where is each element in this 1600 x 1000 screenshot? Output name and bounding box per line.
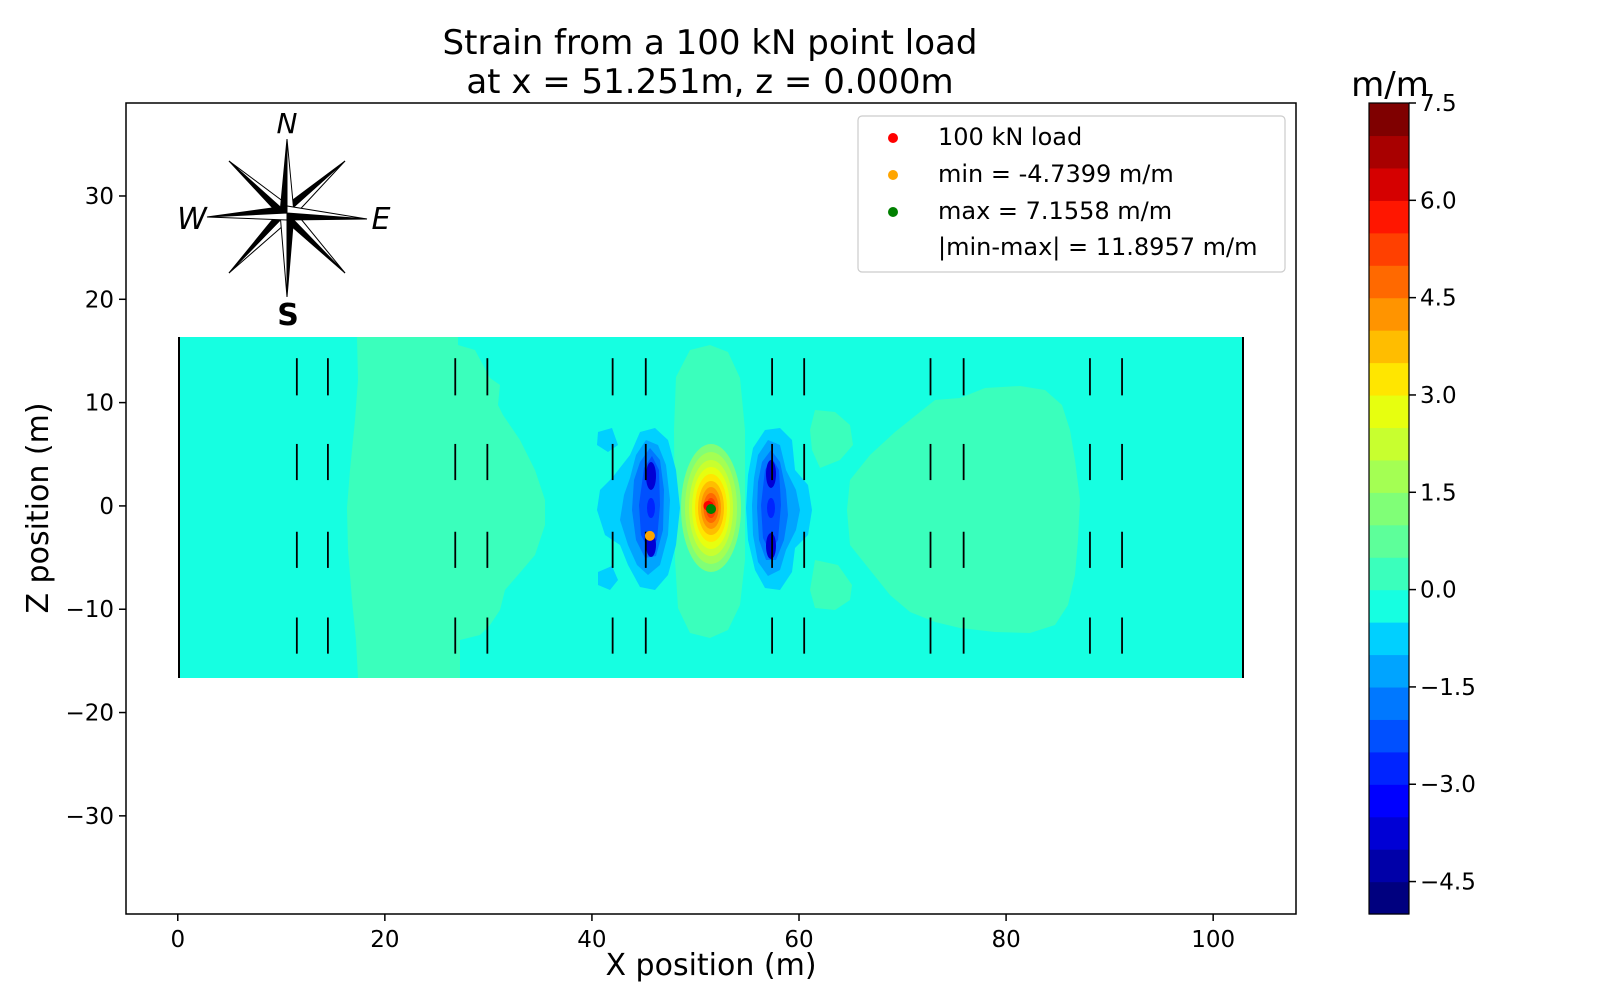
colorbar-segment bbox=[1369, 849, 1409, 883]
y-tick-label: 20 bbox=[85, 287, 114, 313]
colorbar-segment bbox=[1369, 297, 1409, 331]
colorbar-segment bbox=[1369, 557, 1409, 591]
chart-title-line-2: at x = 51.251m, z = 0.000m bbox=[466, 62, 953, 102]
colorbar-segment bbox=[1369, 719, 1409, 753]
colorbar-segment bbox=[1369, 167, 1409, 201]
contour-band-right bbox=[847, 386, 1080, 633]
legend-box bbox=[857, 115, 1286, 273]
contour-negative-core-left-top bbox=[646, 462, 656, 490]
y-tick-label: 0 bbox=[99, 494, 114, 520]
compass-west-label: W bbox=[177, 202, 208, 237]
marker-points bbox=[644, 500, 716, 541]
colorbar-segment bbox=[1369, 881, 1409, 915]
min-strain-point bbox=[644, 530, 655, 541]
colorbar-tick-label: 7.5 bbox=[1420, 91, 1457, 117]
colorbar-label: m/m bbox=[1351, 65, 1429, 105]
y-axis-label: Z position (m) bbox=[21, 402, 56, 613]
compass-star-icon bbox=[206, 138, 368, 298]
colorbar-tick-label: −3.0 bbox=[1420, 772, 1476, 798]
x-tick-label: 40 bbox=[577, 927, 606, 953]
contour-negative-core-right-bot bbox=[766, 533, 776, 559]
contour-band-mid-right-lower bbox=[810, 560, 852, 610]
legend-label-max: max = 7.1558 m/m bbox=[938, 197, 1172, 225]
y-tick-label: −20 bbox=[65, 701, 114, 727]
contour-band-left bbox=[347, 337, 545, 678]
colorbar-frame bbox=[1368, 102, 1410, 915]
chart-title-line-1: Strain from a 100 kN point load bbox=[443, 23, 978, 63]
legend-marker-load bbox=[888, 133, 898, 143]
y-tick-label: 10 bbox=[85, 391, 114, 417]
colorbar: −4.5 −3.0 −1.5 0.0 1.5 3.0 4.5 6.0 7.5 bbox=[1368, 91, 1476, 915]
compass-east-label: E bbox=[372, 202, 391, 237]
colorbar-segment bbox=[1369, 751, 1409, 785]
colorbar-segment bbox=[1369, 362, 1409, 396]
colorbar-tick-label: 6.0 bbox=[1420, 188, 1457, 214]
colorbar-tick-label: 3.0 bbox=[1420, 383, 1457, 409]
compass-north-label: N bbox=[277, 107, 298, 140]
colorbar-segment bbox=[1369, 589, 1409, 623]
colorbar-segment bbox=[1369, 232, 1409, 266]
plot-frame bbox=[125, 102, 1297, 915]
compass-south-label: S bbox=[277, 298, 299, 333]
colorbar-segment bbox=[1369, 459, 1409, 493]
legend-label-range: |min-max| = 11.8957 m/m bbox=[938, 233, 1257, 261]
legend-label-min: min = -4.7399 m/m bbox=[938, 160, 1174, 188]
colorbar-segment bbox=[1369, 103, 1409, 137]
contour-negative-core-left-mid bbox=[647, 498, 655, 518]
colorbar-segment bbox=[1369, 622, 1409, 656]
colorbar-segment bbox=[1369, 200, 1409, 234]
legend-label-load: 100 kN load bbox=[938, 123, 1082, 151]
y-axis: −30 −20 −10 0 10 20 30 bbox=[65, 184, 126, 830]
x-tick-label: 20 bbox=[370, 927, 399, 953]
contour-band-mid-right bbox=[810, 410, 853, 468]
y-tick-label: 30 bbox=[85, 184, 114, 210]
x-axis-label: X position (m) bbox=[605, 948, 816, 983]
y-tick-label: −10 bbox=[65, 597, 114, 623]
colorbar-tick-label: −1.5 bbox=[1420, 675, 1476, 701]
legend: 100 kN load min = -4.7399 m/m max = 7.15… bbox=[857, 115, 1286, 273]
colorbar-segment bbox=[1369, 394, 1409, 428]
colorbar-tick-label: 4.5 bbox=[1420, 286, 1457, 312]
legend-marker-max bbox=[888, 207, 898, 217]
x-tick-label: 0 bbox=[170, 927, 185, 953]
colorbar-segment bbox=[1369, 654, 1409, 688]
colorbar-segment bbox=[1369, 427, 1409, 461]
colorbar-tick-label: −4.5 bbox=[1420, 870, 1476, 896]
contour-negative-lobe-left-outer-2 bbox=[598, 566, 618, 590]
colorbar-tick-label: 0.0 bbox=[1420, 578, 1457, 604]
colorbar-segment bbox=[1369, 816, 1409, 850]
colorbar-segment bbox=[1369, 524, 1409, 558]
girder-lines bbox=[295, 358, 1123, 654]
x-axis: 0 20 40 60 80 100 bbox=[170, 914, 1235, 953]
x-tick-label: 60 bbox=[784, 927, 813, 953]
legend-marker-min bbox=[888, 170, 898, 180]
max-strain-point bbox=[706, 504, 716, 515]
colorbar-segment bbox=[1369, 135, 1409, 169]
contour-negative-core-right-top bbox=[766, 460, 776, 488]
colorbar-segment bbox=[1369, 330, 1409, 364]
x-tick-label: 80 bbox=[991, 927, 1020, 953]
x-tick-label: 100 bbox=[1191, 927, 1235, 953]
colorbar-segment bbox=[1369, 492, 1409, 526]
y-tick-label: −30 bbox=[65, 804, 114, 830]
colorbar-segment bbox=[1369, 265, 1409, 299]
compass-rose: N S E W bbox=[177, 107, 390, 333]
colorbar-tick-label: 1.5 bbox=[1420, 480, 1457, 506]
plot-area: N S E W 100 kN load min = -4.7399 m/m ma… bbox=[125, 102, 1297, 915]
contour-negative-core-right-mid bbox=[767, 498, 775, 518]
colorbar-segment bbox=[1369, 784, 1409, 818]
colorbar-segment bbox=[1369, 686, 1409, 720]
